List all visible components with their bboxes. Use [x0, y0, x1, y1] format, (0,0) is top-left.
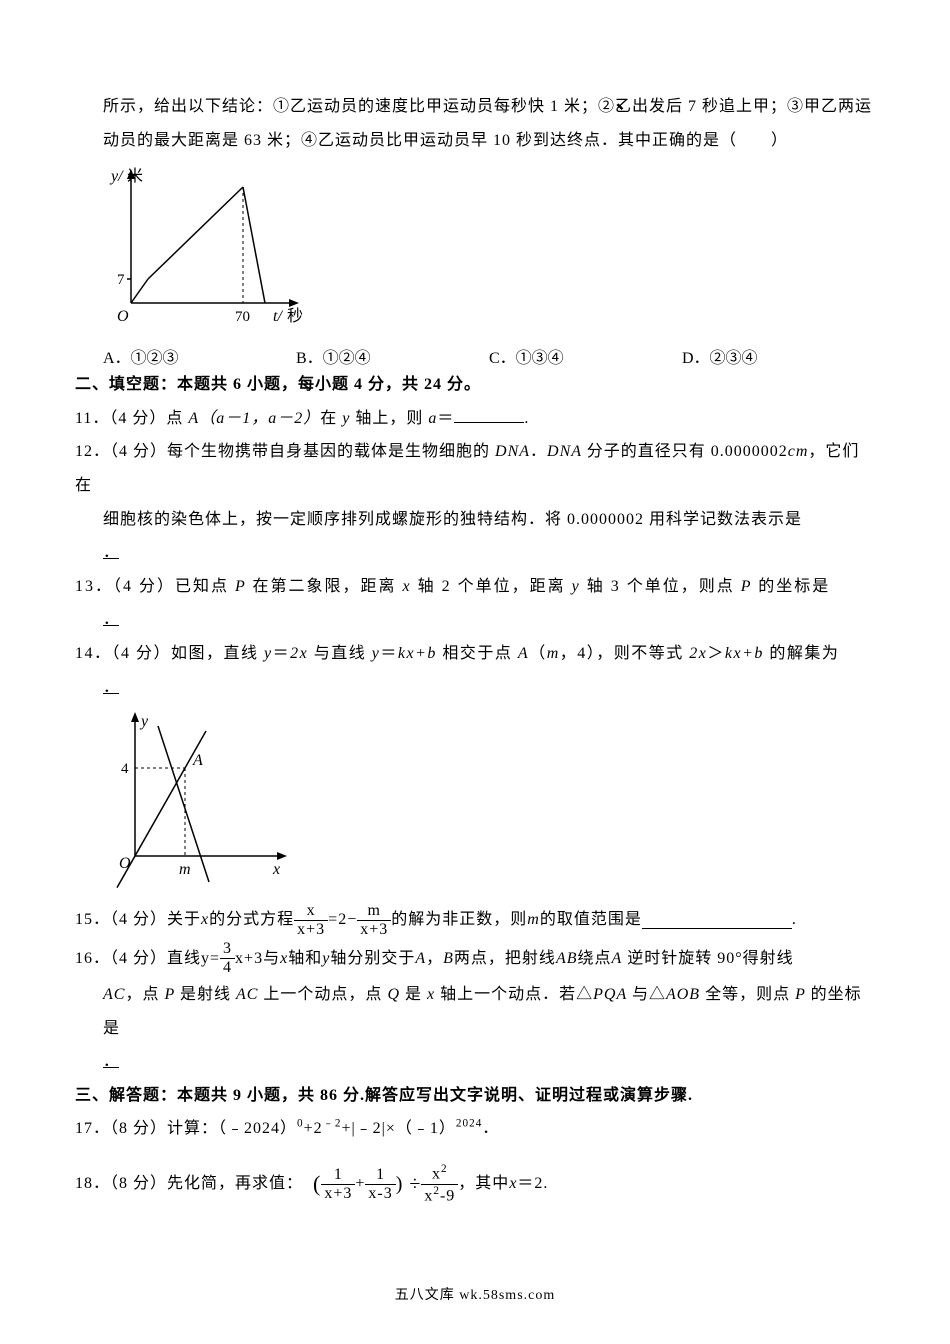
section3-title: 三、解答题：本题共 9 小题，共 86 分.解答应写出文字说明、证明过程或演算步…: [75, 1079, 875, 1113]
section2-title: 二、填空题：本题共 6 小题，每小题 4 分，共 24 分。: [75, 368, 875, 402]
q15-blank: [642, 912, 792, 930]
q10-choice-a: A．①②③: [103, 344, 296, 368]
q16-dot: ．: [75, 1045, 875, 1079]
q10-line2: 动员的最大距离是 63 米；④乙运动员比甲运动员早 10 秒到达终点．其中正确的…: [75, 124, 875, 158]
q18: 18．（8 分）先化简，再求值： ( 1x+3 + 1x-3 ) ÷ x2 x2…: [75, 1158, 875, 1211]
corner-dot: 、: [616, 85, 636, 114]
q14-line1: 14．（4 分）如图，直线 y＝2x 与直线 y＝kx+b 相交于点 A（m，4…: [75, 637, 875, 671]
q17: 17．（8 分）计算：（﹣2024）0+2﹣2+|﹣2|×（﹣1）2024．: [75, 1112, 875, 1146]
q16-line2: AC，点 P 是射线 AC 上一个动点，点 Q 是 x 轴上一个动点．若△PQA…: [75, 978, 875, 1045]
svg-text:秒: 秒: [287, 307, 303, 325]
q14-dot: ．: [75, 671, 875, 705]
q12-line1: 12．（4 分）每个生物携带自身基因的载体是生物细胞的 DNA．DNA 分子的直…: [75, 435, 875, 502]
q10-x-axis-label: t/: [273, 308, 283, 325]
q10-choices: A．①②③ B．①②④ C．①③④ D．②③④: [75, 344, 875, 368]
q16-line1: 16．（4 分）直线 y= 34 x+3 与 x 轴和 y 轴分别交于 A，B …: [75, 940, 875, 978]
q15: 15．（4 分）关于 x 的分式方程 xx+3 =2− mx+3 的解为非正数，…: [75, 901, 875, 939]
q10-ytick-label: 7: [117, 272, 125, 288]
svg-text:m: m: [179, 861, 191, 878]
q13-dot: ．: [75, 603, 875, 637]
q14-graph: y x O 4 A m: [103, 710, 875, 895]
q10-line1: 所示，给出以下结论：①乙运动员的速度比甲运动员每秒快 1 米；②乙出发后 7 秒…: [75, 90, 875, 124]
svg-text:4: 4: [121, 761, 129, 777]
q11: 11．（4 分）点 A（a－1，a－2）在 y 轴上，则 a＝.: [75, 402, 875, 436]
q10-choice-d: D．②③④: [682, 344, 875, 368]
q10-choice-b: B．①②④: [296, 344, 489, 368]
q10-graph: 7 70 y/ 米 t/ 秒 O: [103, 163, 875, 338]
svg-text:y: y: [139, 713, 149, 730]
svg-text:O: O: [119, 855, 131, 872]
svg-text:x: x: [272, 861, 280, 878]
q11-blank: [454, 405, 524, 423]
q12-line2: 细胞核的染色体上，按一定顺序排列成螺旋形的独特结构．将 0.0000002 用科…: [75, 503, 875, 537]
q13: 13．（4 分）已知点 P 在第二象限，距离 x 轴 2 个单位，距离 y 轴 …: [75, 570, 875, 604]
page-footer: 五八文库 wk.58sms.com: [0, 1284, 950, 1304]
q10-y-axis-label: y/: [109, 168, 124, 185]
q10-origin-label: O: [117, 308, 129, 325]
svg-text:米: 米: [127, 167, 143, 185]
q10-xtick-label: 70: [235, 309, 250, 325]
q10-choice-c: C．①③④: [489, 344, 682, 368]
q12-dot: ．: [75, 536, 875, 570]
svg-text:A: A: [192, 752, 203, 769]
